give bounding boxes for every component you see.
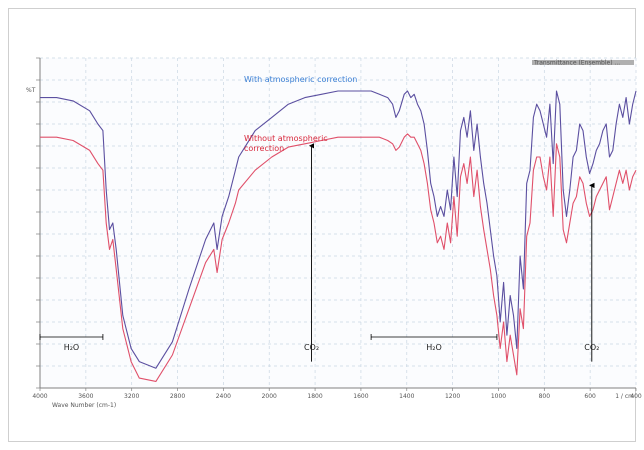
x-tick-label: 2800 xyxy=(170,393,185,400)
annotation-label-co2: CO₂ xyxy=(584,343,599,352)
x-tick-label: 800 xyxy=(539,393,551,400)
x-tick-label: 3200 xyxy=(124,393,139,400)
legend-box xyxy=(532,60,634,65)
x-tick-label: 1200 xyxy=(445,393,460,400)
label-without-correction-line2: correction xyxy=(244,144,284,153)
x-unit-label: 1 / cm xyxy=(615,393,634,400)
series-line-without-correction xyxy=(40,133,637,382)
x-tick-label: 400 xyxy=(630,393,642,400)
annotation-label-water: H₂O xyxy=(64,343,80,352)
x-tick-label: 1600 xyxy=(353,393,368,400)
x-tick-label: 1400 xyxy=(399,393,414,400)
legend-box-text: Transmittance (Ensemble) ... xyxy=(533,60,620,67)
annotation-label-water: H₂O xyxy=(426,343,442,352)
label-without-correction-line1: Without atmospheric xyxy=(244,134,328,143)
x-tick-label: 1000 xyxy=(491,393,506,400)
plot-area xyxy=(40,58,636,388)
x-tick-label: 4000 xyxy=(32,393,47,400)
x-tick-label: 600 xyxy=(584,393,596,400)
series-line-with-correction xyxy=(40,90,637,369)
x-tick-label: 2000 xyxy=(262,393,277,400)
x-axis-note: Wave Number (cm-1) xyxy=(52,402,116,409)
y-axis-symbol: %T xyxy=(26,87,36,94)
x-tick-label: 3600 xyxy=(78,393,93,400)
x-tick-label: 2400 xyxy=(216,393,231,400)
x-tick-label: 1800 xyxy=(307,393,322,400)
annotation-label-co2: CO₂ xyxy=(304,343,319,352)
label-with-correction: With atmospheric correction xyxy=(244,75,357,84)
